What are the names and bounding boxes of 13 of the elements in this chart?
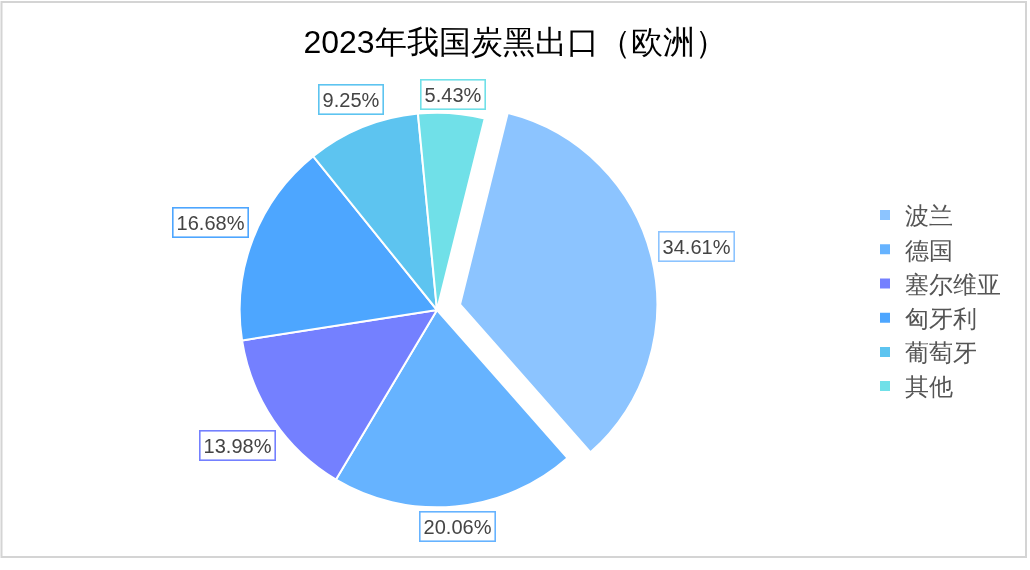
- data-label: 16.68%: [176, 211, 245, 234]
- data-label: 9.25%: [322, 88, 380, 111]
- legend-label: 波兰: [905, 202, 953, 230]
- data-label: 5.43%: [424, 83, 482, 106]
- data-label: 20.06%: [423, 515, 492, 538]
- legend-label: 其他: [905, 373, 953, 401]
- data-label: 13.98%: [203, 434, 272, 457]
- legend-label: 葡萄牙: [905, 339, 977, 367]
- chart-title: 2023年我国炭黑出口（欧洲）: [303, 24, 727, 61]
- legend-label: 德国: [905, 236, 953, 264]
- legend-label: 塞尔维亚: [905, 270, 1001, 298]
- data-label: 34.61%: [662, 235, 731, 258]
- legend-label: 匈牙利: [905, 305, 977, 333]
